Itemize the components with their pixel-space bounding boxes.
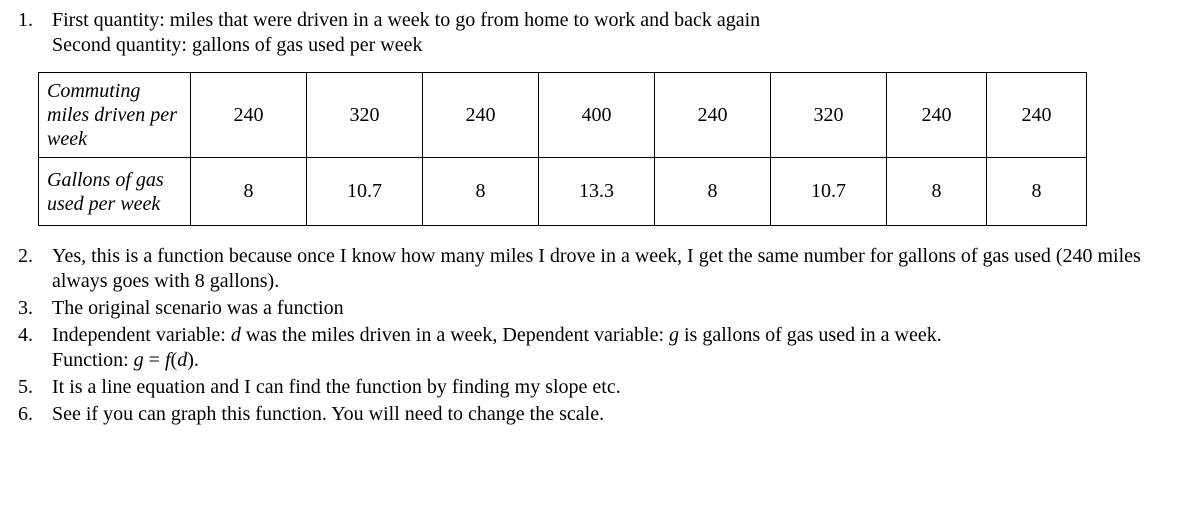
eq-arg: d <box>177 349 187 371</box>
table-cell: 400 <box>539 73 655 158</box>
table-row: Gallons of gas used per week 8 10.7 8 13… <box>39 158 1087 226</box>
table-cell: 240 <box>191 73 307 158</box>
item-6: 6. See if you can graph this function. Y… <box>18 402 1182 427</box>
table-cell: 320 <box>771 73 887 158</box>
table-cell: 240 <box>887 73 987 158</box>
page: 1. First quantity: miles that were drive… <box>0 0 1200 427</box>
item-number: 6. <box>18 402 52 427</box>
item-text: The original scenario was a function <box>52 296 1182 321</box>
item-number: 1. <box>18 8 52 33</box>
eq-lhs: g <box>134 349 144 371</box>
table-cell: 8 <box>655 158 771 226</box>
eq-equals: = <box>144 349 165 371</box>
table-cell: 8 <box>423 158 539 226</box>
table-cell: 10.7 <box>307 158 423 226</box>
q4-part2: was the miles driven in a week, Dependen… <box>241 324 669 346</box>
table-cell: 240 <box>423 73 539 158</box>
variable-d: d <box>231 324 241 346</box>
data-table-wrap: Commuting miles driven per week 240 320 … <box>38 72 1182 226</box>
data-table: Commuting miles driven per week 240 320 … <box>38 72 1087 226</box>
table-cell: 240 <box>655 73 771 158</box>
q4-part3: is gallons of gas used in a week. <box>679 324 942 346</box>
item-text: Independent variable: d was the miles dr… <box>52 323 1182 373</box>
item-1: 1. First quantity: miles that were drive… <box>18 8 1182 58</box>
item-3: 3. The original scenario was a function <box>18 296 1182 321</box>
item-2: 2. Yes, this is a function because once … <box>18 244 1182 294</box>
item-4: 4. Independent variable: d was the miles… <box>18 323 1182 373</box>
item-5: 5. It is a line equation and I can find … <box>18 375 1182 400</box>
table-cell: 8 <box>191 158 307 226</box>
row-header-gas: Gallons of gas used per week <box>39 158 191 226</box>
table-cell: 8 <box>987 158 1087 226</box>
variable-g: g <box>669 324 679 346</box>
q1-line2: Second quantity: gallons of gas used per… <box>52 33 1182 58</box>
q1-line1: First quantity: miles that were driven i… <box>52 8 1182 33</box>
item-text: Yes, this is a function because once I k… <box>52 244 1182 294</box>
table-cell: 240 <box>987 73 1087 158</box>
item-number: 5. <box>18 375 52 400</box>
item-number: 2. <box>18 244 52 269</box>
eq-close: ). <box>187 349 199 371</box>
q4-part4: Function: <box>52 349 134 371</box>
row-header-miles: Commuting miles driven per week <box>39 73 191 158</box>
table-cell: 320 <box>307 73 423 158</box>
q4-part1: Independent variable: <box>52 324 231 346</box>
table-cell: 8 <box>887 158 987 226</box>
item-text: See if you can graph this function. You … <box>52 402 1182 427</box>
item-text: It is a line equation and I can find the… <box>52 375 1182 400</box>
table-cell: 13.3 <box>539 158 655 226</box>
item-text: First quantity: miles that were driven i… <box>52 8 1182 58</box>
table-row: Commuting miles driven per week 240 320 … <box>39 73 1087 158</box>
item-number: 3. <box>18 296 52 321</box>
table-cell: 10.7 <box>771 158 887 226</box>
item-number: 4. <box>18 323 52 348</box>
